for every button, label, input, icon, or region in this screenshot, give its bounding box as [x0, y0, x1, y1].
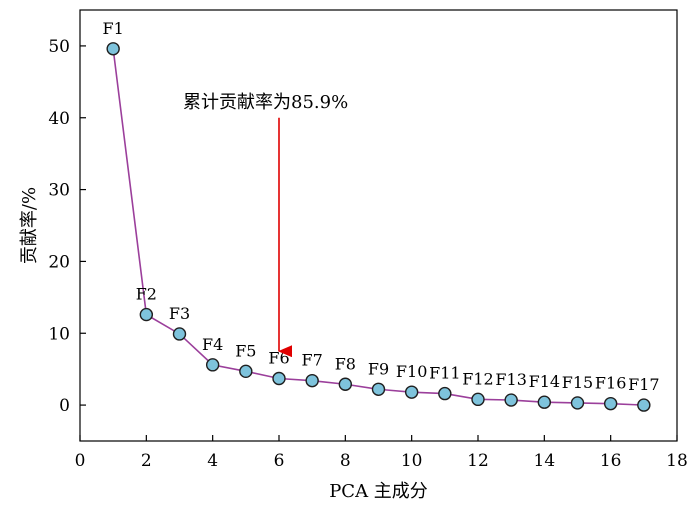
data-point-f17	[637, 398, 651, 412]
plot-frame	[79, 9, 678, 442]
x-tick-label: 16	[600, 451, 622, 471]
y-tick-label: 10	[48, 324, 70, 344]
x-tick-label: 8	[340, 451, 351, 471]
x-tick-label: 18	[666, 451, 688, 471]
y-tick-label: 30	[48, 181, 70, 201]
point-label-f7: F7	[302, 351, 323, 370]
point-label-f16: F16	[595, 374, 626, 393]
y-tick-label: 50	[48, 37, 70, 57]
data-point-f11	[438, 386, 452, 401]
data-point-f2	[139, 307, 154, 322]
point-label-f4: F4	[202, 335, 223, 354]
x-tick-label: 14	[534, 451, 556, 471]
data-point-f16	[603, 396, 618, 411]
data-point-f8	[338, 377, 353, 391]
point-label-f9: F9	[368, 359, 389, 378]
point-label-f10: F10	[396, 362, 427, 381]
point-label-f15: F15	[562, 373, 593, 392]
y-tick-label: 40	[48, 109, 70, 129]
x-tick-label: 6	[274, 451, 285, 471]
y-axis-title: 贡献率/%	[19, 187, 40, 264]
x-tick-label: 0	[75, 451, 86, 471]
point-label-f17: F17	[628, 375, 659, 394]
data-point-f9	[371, 382, 386, 396]
data-point-f13	[504, 393, 518, 407]
point-label-f11: F11	[429, 364, 460, 383]
data-point-f14	[537, 395, 552, 409]
point-label-f2: F2	[136, 285, 157, 304]
data-point-f7	[305, 373, 319, 388]
point-label-f14: F14	[529, 372, 560, 391]
point-label-f13: F13	[495, 370, 526, 389]
x-axis-title: PCA 主成分	[329, 481, 428, 502]
y-tick-label: 0	[59, 396, 70, 416]
x-tick-label: 10	[401, 451, 423, 471]
data-point-f10	[404, 385, 419, 399]
point-label-f5: F5	[235, 341, 256, 360]
data-point-f3	[172, 327, 187, 341]
data-point-f6	[272, 371, 286, 386]
point-label-f8: F8	[335, 354, 356, 373]
x-tick-label: 12	[467, 451, 489, 471]
data-point-f5	[239, 364, 253, 379]
data-point-f1	[106, 42, 120, 56]
x-tick-label: 4	[207, 451, 218, 471]
x-tick-label: 2	[141, 451, 152, 471]
data-point-f12	[471, 392, 485, 407]
point-label-f12: F12	[462, 369, 493, 388]
plot-area: 0 2 4 6 8 10 12 14 16 18 0 10 20 30 40 50 PCA 主成分 贡献率/% F1…	[19, 9, 688, 502]
y-tick-label: 20	[48, 252, 70, 272]
annotation-text: 累计贡献率为85.9%	[183, 92, 348, 113]
data-point-f4	[205, 358, 220, 372]
point-label-f1: F1	[103, 19, 124, 38]
data-point-f15	[570, 396, 585, 410]
point-label-f6: F6	[268, 349, 289, 368]
point-label-f3: F3	[169, 304, 190, 323]
